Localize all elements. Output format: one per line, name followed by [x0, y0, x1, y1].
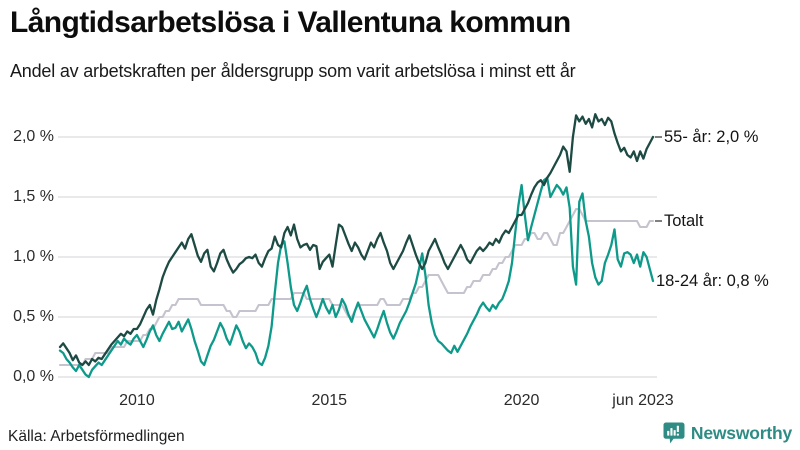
newsworthy-bubble-chart-icon — [663, 422, 685, 444]
chart-subtitle: Andel av arbetskraften per åldersgrupp s… — [10, 61, 576, 81]
y-tick-label: 1,0 % — [13, 248, 54, 265]
annotation-tick-dashes — [655, 136, 662, 222]
y-tick-label: 0,5 % — [13, 308, 54, 325]
gridlines — [58, 136, 657, 378]
annotation-label-18-24-r: 18-24 år: 0,8 % — [656, 272, 769, 290]
y-tick-label: 2,0 % — [13, 128, 54, 145]
x-tick-label: 2015 — [311, 392, 348, 409]
series-line-totalt — [58, 207, 655, 367]
annotation-label-totalt: Totalt — [664, 212, 704, 230]
newsworthy-wordmark: Newsworthy — [690, 422, 792, 443]
series-line-55-r — [58, 113, 655, 367]
series-line-18-24-r — [58, 176, 655, 379]
source-credit: Källa: Arbetsförmedlingen — [8, 428, 185, 445]
y-tick-label: 1,5 % — [13, 188, 54, 205]
x-tick-label: 2010 — [119, 392, 155, 409]
newsworthy-logo[interactable]: Newsworthy — [662, 421, 792, 445]
x-tick-label: 2020 — [503, 392, 540, 409]
annotation-label-55-r: 55- år: 2,0 % — [664, 128, 759, 146]
y-tick-label: 0,0 % — [13, 368, 54, 385]
chart-title: Långtidsarbetslösa i Vallentuna kommun — [10, 6, 571, 39]
series-lines — [58, 113, 655, 379]
x-tick-label: jun 2023 — [612, 392, 674, 409]
